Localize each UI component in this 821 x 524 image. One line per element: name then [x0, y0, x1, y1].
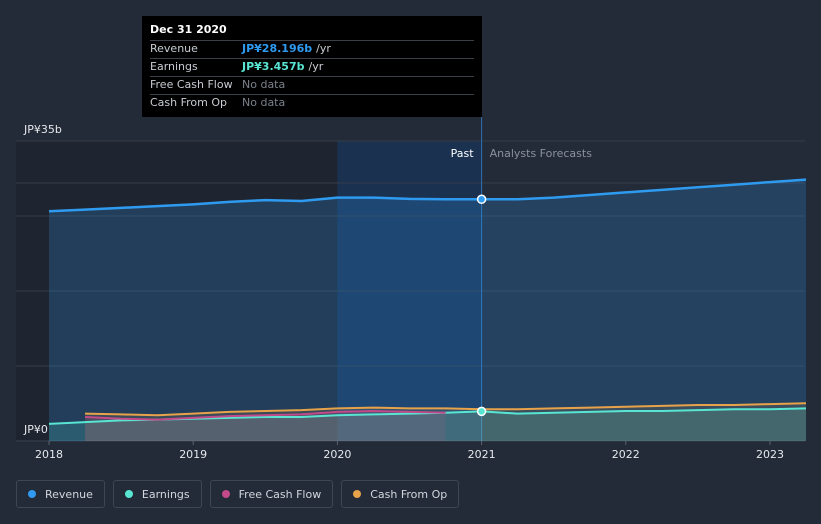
tooltip-row-free-cash-flow: Free Cash Flow No data: [150, 76, 474, 94]
past-label: Past: [451, 147, 475, 160]
legend-label: Earnings: [141, 487, 190, 501]
area-earnings: [49, 408, 807, 441]
tooltip-label: Revenue: [150, 42, 198, 55]
legend-label: Revenue: [45, 487, 93, 501]
legend-item-earnings[interactable]: Earnings: [112, 480, 202, 508]
tooltip-label: Cash From Op: [150, 96, 228, 109]
legend-dot-icon: [221, 490, 230, 498]
x-tick-label: 2022: [612, 448, 640, 461]
tooltip-label: Free Cash Flow: [150, 78, 233, 91]
x-tick-label: 2019: [179, 448, 207, 461]
x-tick-label: 2021: [468, 448, 496, 461]
area-free-cash-flow: [85, 411, 446, 441]
chart-canvas: JP¥35b JP¥0 2018 2019 2020 2021 2022 2023 Past An…: [16, 117, 807, 461]
legend-dot-icon: [124, 490, 133, 498]
line-revenue: [48, 178, 807, 213]
x-tick-label: 2020: [323, 448, 351, 461]
gridlines: [16, 117, 805, 445]
legend-dot-icon: [28, 490, 36, 498]
y-tick-label: JP¥0: [23, 423, 48, 436]
chart-legend: Revenue Earnings Free Cash Flow Cash Fro…: [16, 480, 460, 508]
tooltip-row-revenue: Revenue JP¥28.196b /yr: [150, 40, 474, 58]
y-tick-label: JP¥35b: [23, 123, 62, 136]
area-cash-from-op: [85, 403, 807, 441]
tooltip-value: No data: [242, 78, 286, 91]
x-tick-label: 2018: [35, 448, 63, 461]
x-tick-label: 2023: [756, 448, 784, 461]
legend-label: Free Cash Flow: [238, 487, 322, 501]
legend-item-free-cash-flow[interactable]: Free Cash Flow: [209, 480, 334, 508]
tooltip-value: JP¥3.457b: [242, 60, 305, 73]
legend-item-revenue[interactable]: Revenue: [16, 480, 105, 508]
data-tooltip: Dec 31 2020 Revenue JP¥28.196b /yr Earni…: [142, 16, 482, 117]
line-free-cash-flow: [84, 410, 446, 421]
forecast-label: Analysts Forecasts: [490, 147, 593, 160]
tooltip-value: No data: [242, 96, 286, 109]
tooltip-row-earnings: Earnings JP¥3.457b /yr: [150, 58, 474, 76]
legend-item-cash-from-op[interactable]: Cash From Op: [341, 480, 460, 508]
legend-dot-icon: [353, 490, 362, 498]
tooltip-label: Earnings: [150, 60, 198, 73]
marker-revenue: [476, 194, 487, 205]
marker-earnings: [476, 406, 487, 417]
tooltip-date: Dec 31 2020: [150, 23, 227, 36]
tooltip-unit: /yr: [308, 60, 324, 73]
area-revenue: [49, 179, 807, 441]
tooltip-row-cash-from-op: Cash From Op No data: [150, 94, 474, 112]
line-cash-from-op: [84, 402, 807, 417]
tooltip-unit: /yr: [316, 42, 331, 55]
tooltip-value: JP¥28.196b: [242, 42, 313, 55]
legend-label: Cash From Op: [370, 487, 448, 501]
